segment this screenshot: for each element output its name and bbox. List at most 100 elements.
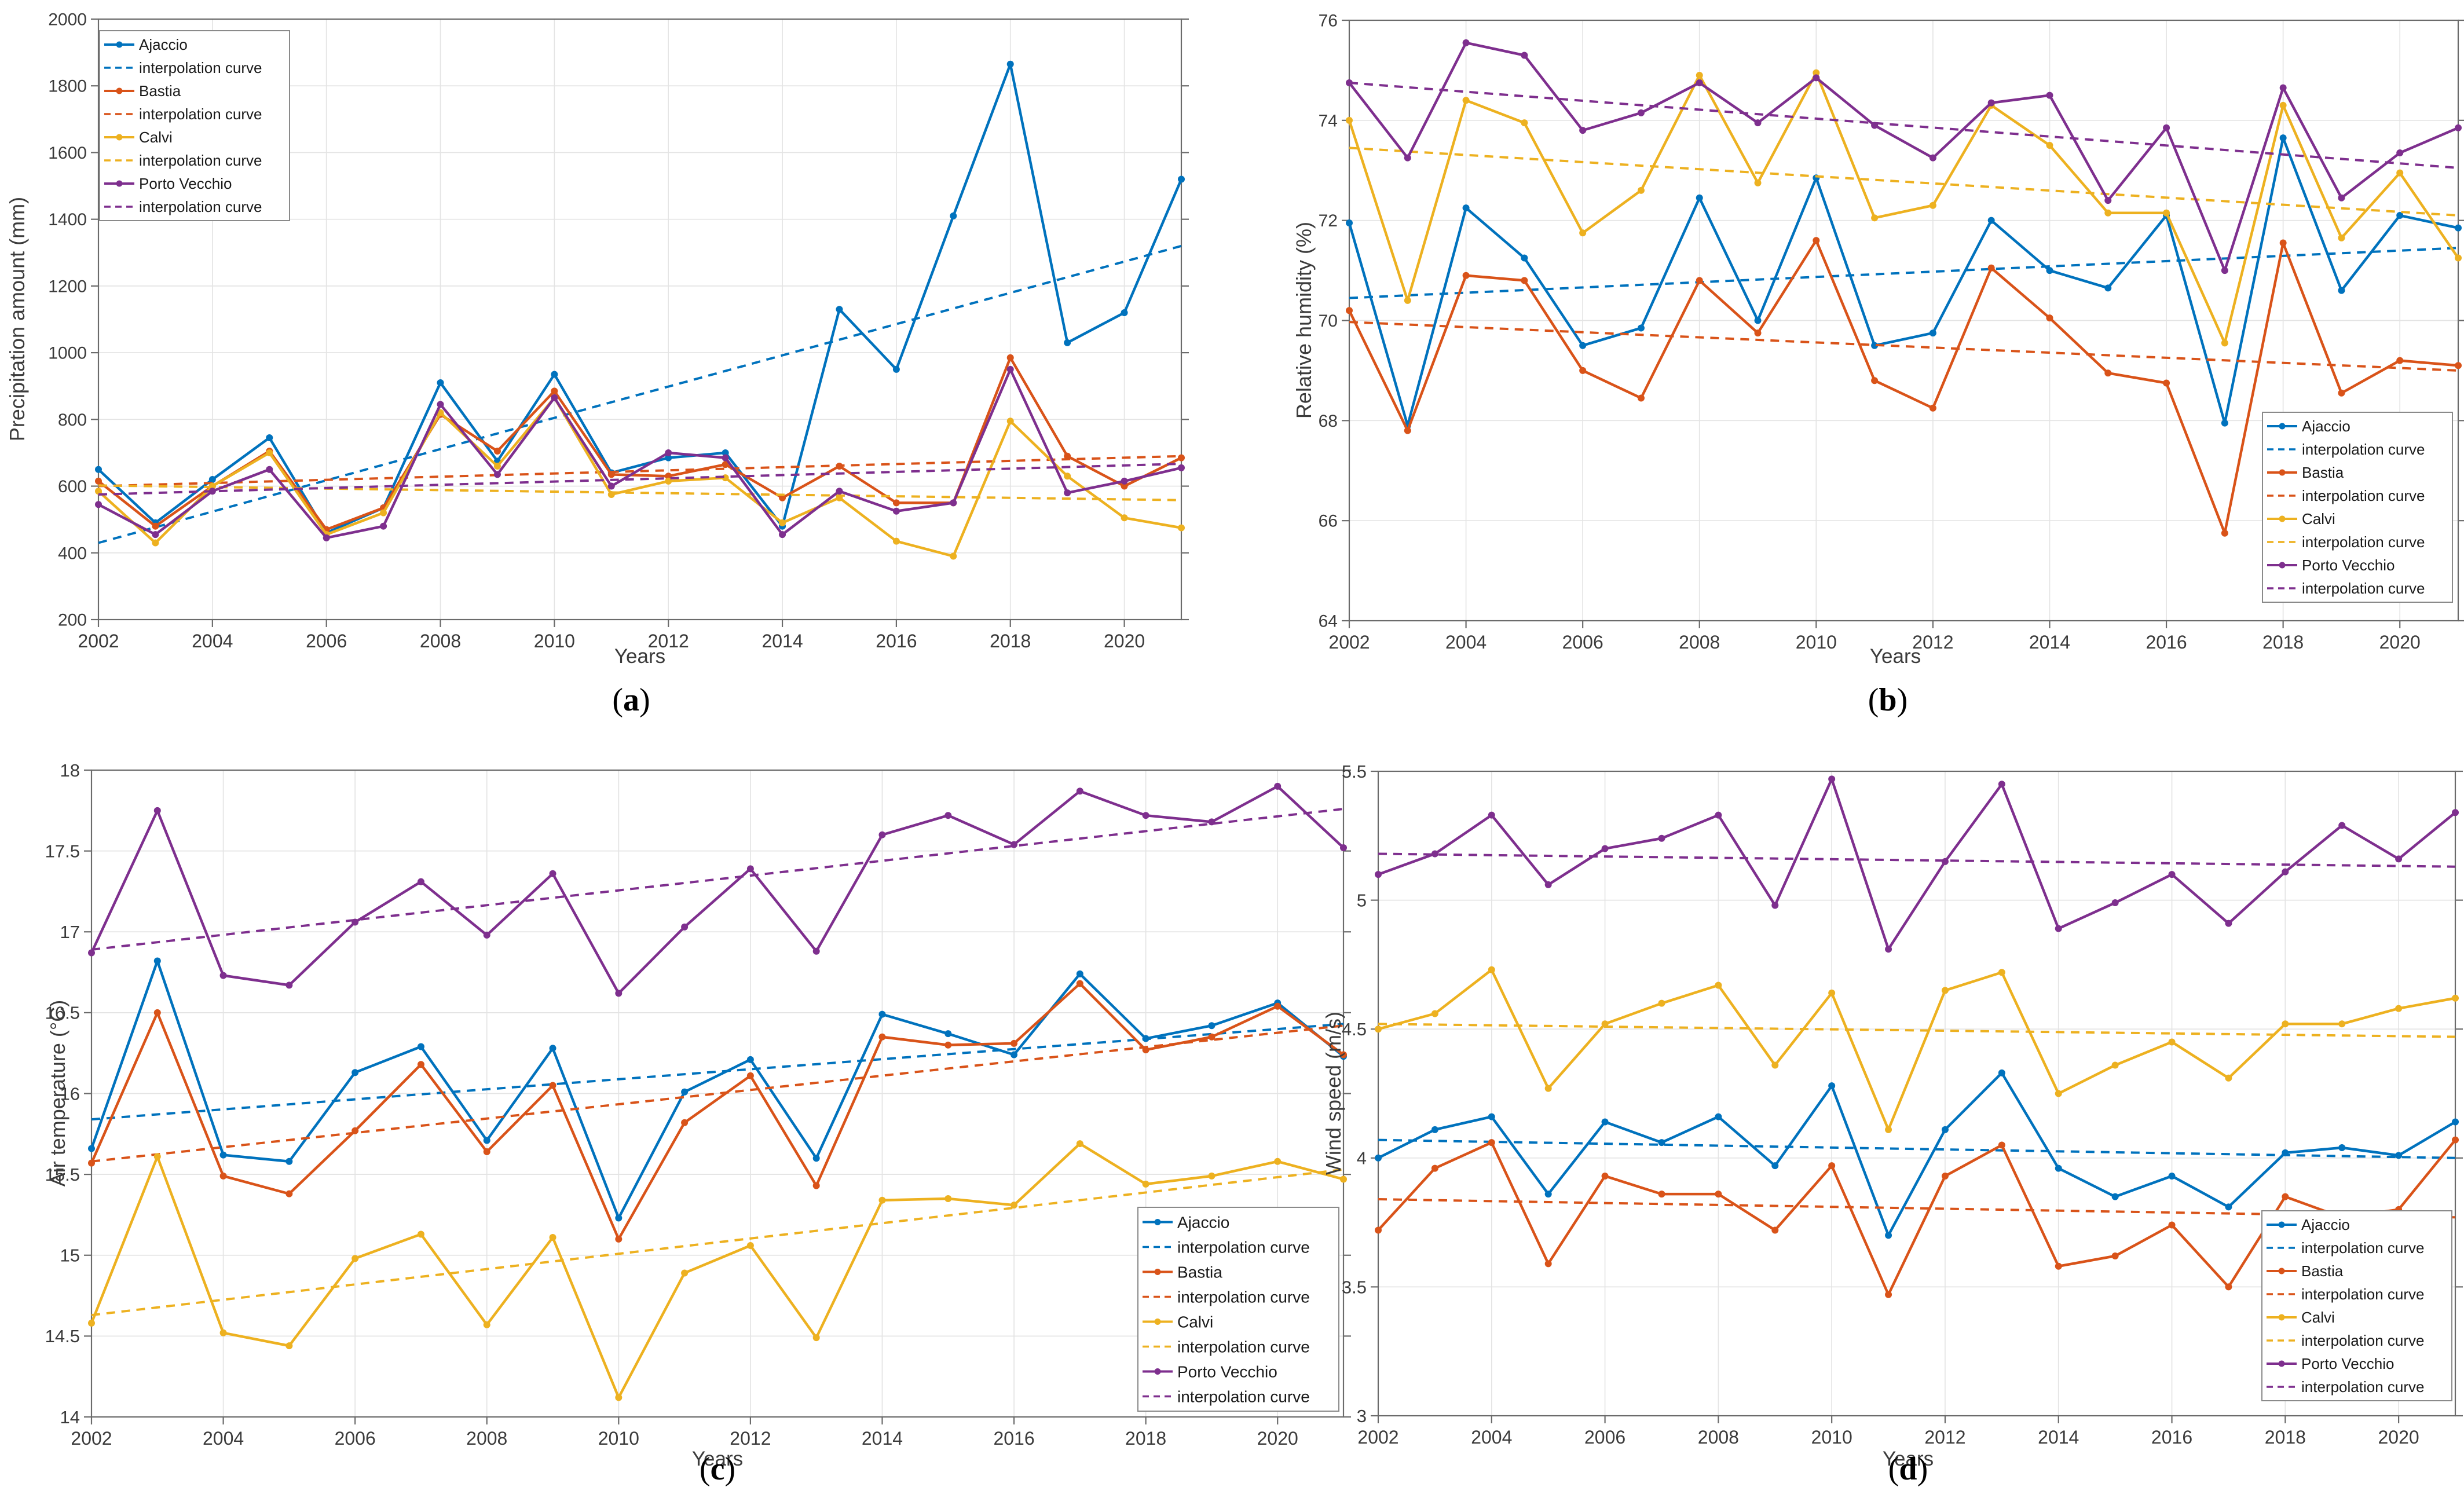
y-tick-label: 1600 xyxy=(48,144,87,163)
x-axis-label-years: Years xyxy=(1869,645,1921,668)
series-markers-porto_vecchio xyxy=(1346,39,2462,274)
legend-label: Bastia xyxy=(1177,1263,1222,1281)
data-point xyxy=(2396,212,2404,219)
data-point xyxy=(437,379,444,386)
x-tick-label: 2006 xyxy=(1584,1427,1625,1448)
trend-line-bastia xyxy=(1349,321,2459,372)
data-point xyxy=(2111,1061,2119,1069)
data-point xyxy=(878,1033,886,1041)
data-point xyxy=(1987,217,1995,224)
series-line-porto_vecchio xyxy=(97,368,1183,540)
data-point xyxy=(152,522,159,530)
data-point xyxy=(2221,339,2228,347)
y-tick-label: 70 xyxy=(1319,312,1338,331)
series-markers-calvi xyxy=(1375,966,2459,1133)
data-point xyxy=(1208,1022,1215,1030)
data-point xyxy=(1885,946,1892,953)
axis-ticks xyxy=(84,769,1351,1424)
y-tick-label: 4.5 xyxy=(1342,1019,1367,1039)
legend: Ajaccio interpolation curve Bastia interpol… xyxy=(1137,1207,1339,1412)
data-point xyxy=(551,394,558,401)
data-point xyxy=(836,306,843,313)
plot-humidity: 64 66 68 70 72 74 76 2002 2004 2006 2008 2010 2012 20… xyxy=(1319,12,2464,653)
data-point xyxy=(1754,329,1762,337)
data-point xyxy=(1488,1113,1495,1120)
data-point xyxy=(437,401,444,408)
data-point xyxy=(1987,264,1995,272)
legend-label: interpolation curve xyxy=(139,59,262,76)
legend-label: Ajaccio xyxy=(2301,1216,2350,1233)
legend-label: Bastia xyxy=(2302,464,2344,481)
data-point xyxy=(779,519,786,526)
axis-ticks xyxy=(1342,19,2464,628)
data-point xyxy=(1431,1164,1438,1172)
x-tick-label: 2016 xyxy=(2146,632,2187,653)
data-point xyxy=(219,972,227,979)
y-tick-label: 16.5 xyxy=(45,1003,80,1023)
axes-frame xyxy=(1377,770,2456,1417)
data-point xyxy=(1006,354,1014,361)
data-point xyxy=(1998,969,2005,976)
x-tick-label: 2002 xyxy=(1328,632,1370,653)
y-tick-label: 5.5 xyxy=(1342,761,1367,782)
legend-label: Calvi xyxy=(2301,1309,2335,1326)
data-point xyxy=(1121,309,1128,316)
data-point xyxy=(615,1394,623,1401)
data-point xyxy=(1754,119,1762,127)
data-point xyxy=(219,1151,227,1159)
data-point xyxy=(1142,1180,1149,1188)
data-point xyxy=(1121,482,1128,490)
y-tick-label: 17.5 xyxy=(45,841,80,861)
data-point xyxy=(2055,1090,2062,1097)
data-point xyxy=(1754,179,1762,186)
data-point xyxy=(417,1043,424,1050)
y-tick-label: 74 xyxy=(1319,111,1338,130)
data-point xyxy=(2279,134,2287,142)
data-point xyxy=(2046,91,2053,99)
x-tick-label: 2004 xyxy=(192,631,233,651)
axis-ticks xyxy=(91,18,1189,627)
data-point xyxy=(1929,202,1936,209)
data-point xyxy=(681,1269,689,1277)
x-tick-label: 2012 xyxy=(1924,1427,1965,1448)
data-point xyxy=(380,522,387,530)
data-point xyxy=(1637,324,1645,332)
x-tick-label: 2012 xyxy=(648,631,689,651)
data-point xyxy=(1064,473,1071,480)
data-point xyxy=(323,534,330,541)
data-point xyxy=(1488,1139,1495,1147)
legend-label: Porto Vecchio xyxy=(1177,1363,1277,1380)
data-point xyxy=(1828,1082,1836,1090)
data-point xyxy=(665,477,672,485)
data-point xyxy=(1006,417,1014,425)
data-point xyxy=(88,949,95,957)
legend-sample-marker xyxy=(1154,1368,1161,1375)
data-point xyxy=(892,365,900,373)
data-point xyxy=(892,537,900,545)
trend-line-calvi xyxy=(1378,1023,2456,1038)
data-point xyxy=(1340,1175,1347,1183)
legend-sample-marker xyxy=(116,87,123,94)
data-point xyxy=(551,387,558,395)
data-point xyxy=(551,371,558,378)
series-line-calvi xyxy=(1376,968,2457,1131)
legend-label: Calvi xyxy=(2302,510,2335,528)
x-tick-label: 2010 xyxy=(598,1428,639,1449)
x-tick-label: 2004 xyxy=(203,1428,244,1449)
data-point xyxy=(1601,1172,1609,1180)
data-point xyxy=(1064,339,1071,346)
data-point xyxy=(1521,52,1528,59)
legend-label: interpolation curve xyxy=(2302,441,2425,458)
data-point xyxy=(1715,1191,1722,1198)
data-point xyxy=(681,923,689,931)
data-point xyxy=(1431,850,1438,858)
x-tick-label: 2010 xyxy=(1796,632,1837,653)
data-point xyxy=(219,1172,227,1180)
data-point xyxy=(1346,219,1353,226)
legend-sample-marker xyxy=(2279,515,2286,522)
y-tick-label: 600 xyxy=(58,477,87,496)
y-tick-label: 400 xyxy=(58,544,87,563)
data-point xyxy=(285,1158,293,1165)
data-point xyxy=(1828,1162,1836,1170)
data-point xyxy=(1998,1069,2005,1076)
